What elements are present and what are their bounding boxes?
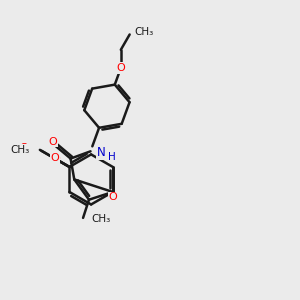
Text: CH₃: CH₃ — [91, 214, 111, 224]
Text: CH₃: CH₃ — [10, 145, 30, 155]
Text: O: O — [51, 154, 60, 164]
Text: O: O — [20, 143, 28, 153]
Text: N: N — [97, 146, 106, 159]
Text: O: O — [108, 192, 117, 202]
Text: O: O — [49, 137, 57, 147]
Text: H: H — [108, 152, 116, 162]
Text: O: O — [116, 63, 125, 73]
Text: O: O — [50, 153, 59, 164]
Text: CH₃: CH₃ — [134, 27, 153, 37]
